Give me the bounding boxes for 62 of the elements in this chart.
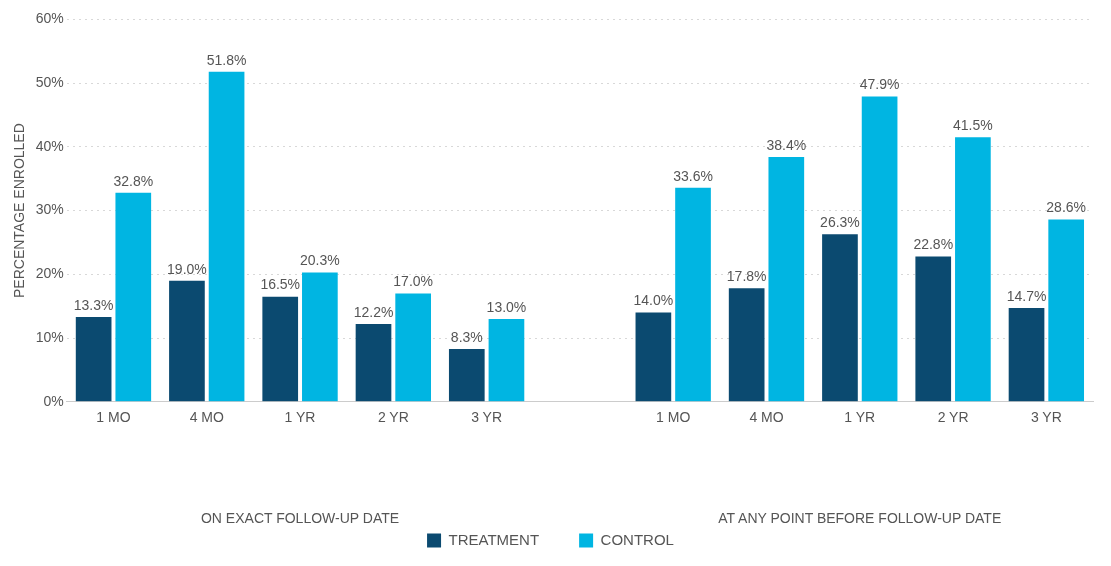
text: ON EXACT FOLLOW-UP DATE: [200, 509, 400, 526]
data-label: 22.8%: [913, 236, 954, 253]
bar: [861, 96, 898, 402]
bar: [208, 71, 245, 402]
data-label: 41.5%: [953, 117, 993, 134]
bar: [115, 192, 152, 402]
data-label: 17.8%: [726, 268, 767, 285]
data-label: 20.3%: [300, 252, 340, 269]
bar: [1008, 308, 1045, 402]
bar: [822, 234, 858, 402]
bar: [675, 187, 711, 402]
y-tick-label: 50%: [35, 73, 64, 90]
data-label: 14.0%: [633, 292, 674, 309]
bar: [395, 293, 431, 402]
data-label: 14.7%: [1006, 287, 1047, 304]
bar: [169, 280, 205, 402]
data-label: 32.8%: [113, 172, 154, 189]
x-tick-label: 3 YR: [471, 409, 503, 426]
x-tick-label: 1 MO: [656, 409, 691, 426]
x-tick-label: 2 YR: [937, 409, 969, 426]
bar: [262, 296, 299, 402]
legend-label: CONTROL: [600, 530, 674, 548]
data-label: 33.6%: [673, 167, 713, 184]
bar: [1048, 219, 1085, 402]
bar: [635, 312, 672, 402]
data-label: 13.0%: [486, 298, 527, 315]
data-label: 17.0%: [393, 273, 434, 290]
text: AT ANY POINT BEFORE FOLLOW-UP DATE: [718, 509, 1002, 526]
data-label: 13.3%: [73, 296, 114, 313]
data-label: 28.6%: [1046, 199, 1087, 216]
data-label: 47.9%: [859, 76, 900, 93]
data-label: 16.5%: [260, 276, 301, 293]
y-tick-label: 0%: [43, 392, 64, 409]
bar: [955, 137, 991, 402]
y-tick-label: 10%: [35, 328, 64, 345]
bar: [728, 288, 765, 402]
bar: [75, 317, 112, 402]
data-label: 26.3%: [820, 214, 860, 231]
x-tick-label: 4 MO: [749, 409, 784, 426]
y-tick-label: 30%: [35, 201, 64, 218]
x-tick-label: 2 YR: [377, 409, 409, 426]
data-label: 12.2%: [353, 303, 394, 320]
x-tick-label: 3 YR: [1030, 409, 1062, 426]
data-label: 51.8%: [206, 51, 247, 68]
x-tick-label: 1 YR: [844, 409, 876, 426]
bar: [768, 157, 805, 402]
bar: [915, 256, 952, 402]
x-tick-label: 1 MO: [96, 409, 131, 426]
bar: [448, 348, 485, 402]
bar: [355, 324, 392, 402]
x-tick-label: 1 YR: [284, 409, 316, 426]
legend-label: TREATMENT: [448, 530, 540, 548]
y-tick-label: 20%: [35, 265, 64, 282]
data-label: 8.3%: [450, 328, 483, 345]
x-tick-label: 4 MO: [189, 409, 224, 426]
y-tick-label: 40%: [35, 137, 64, 154]
data-label: 19.0%: [167, 260, 207, 277]
y-axis-title: PERCENTAGE ENROLLED: [11, 123, 28, 298]
y-tick-label: 60%: [35, 10, 64, 27]
bar: [488, 318, 525, 402]
bar: [302, 272, 338, 402]
data-label: 38.4%: [766, 136, 807, 153]
